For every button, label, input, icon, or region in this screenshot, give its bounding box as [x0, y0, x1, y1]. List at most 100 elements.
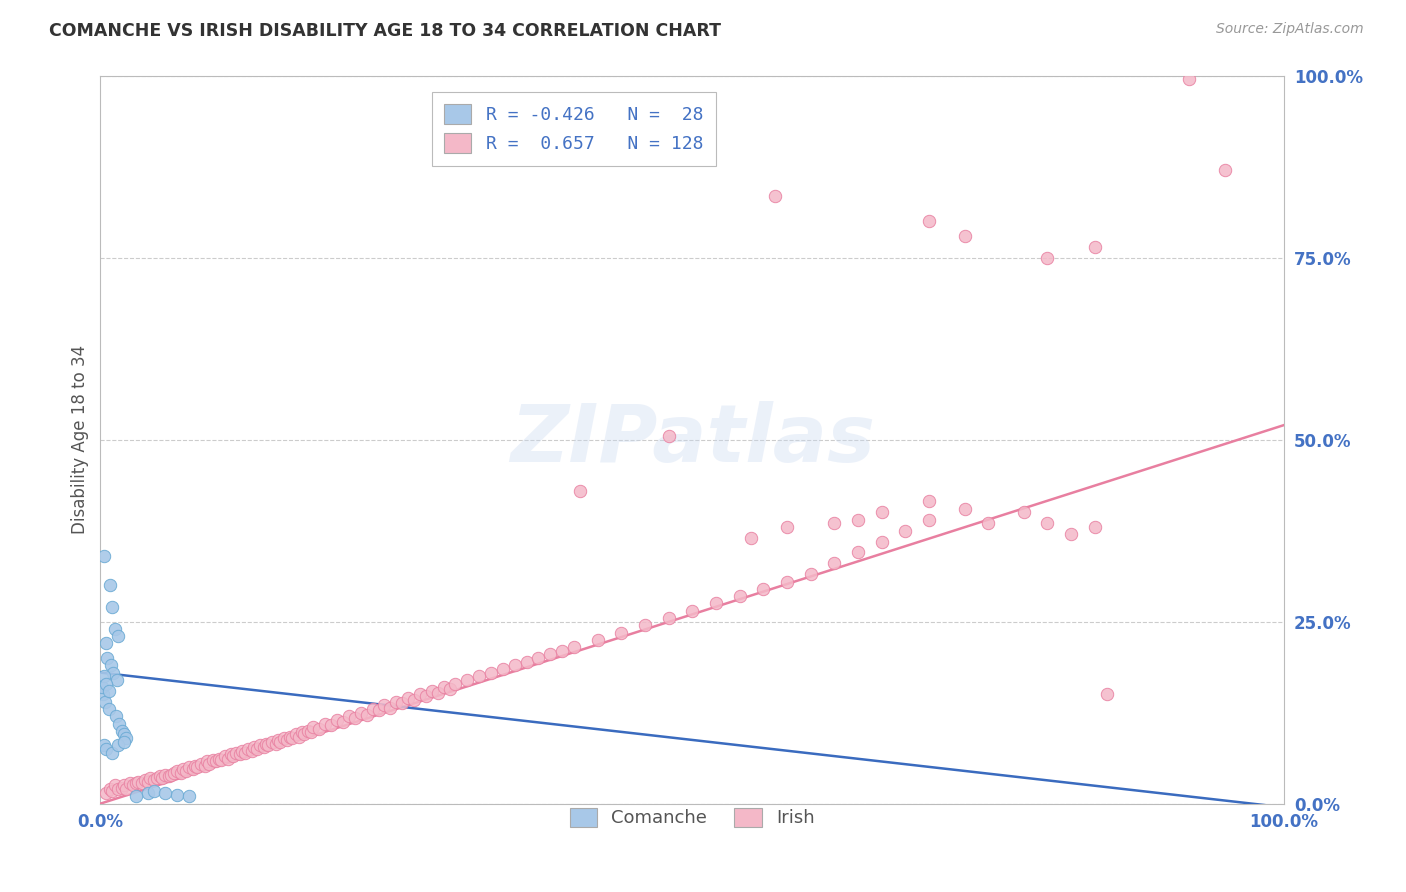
Point: [1036, 251, 1059, 265]
Point: [131, 776, 153, 790]
Point: [96, 651, 118, 665]
Point: [229, 747, 252, 761]
Point: [297, 723, 319, 738]
Point: [681, 604, 703, 618]
Point: [260, 735, 283, 749]
Point: [527, 651, 550, 665]
Point: [107, 782, 129, 797]
Point: [356, 707, 378, 722]
Point: [302, 720, 325, 734]
Point: [195, 755, 218, 769]
Point: [800, 567, 823, 582]
Point: [337, 709, 360, 723]
Point: [111, 723, 134, 738]
Point: [179, 789, 201, 804]
Point: [846, 513, 869, 527]
Point: [209, 753, 232, 767]
Text: COMANCHE VS IRISH DISABILITY AGE 18 TO 34 CORRELATION CHART: COMANCHE VS IRISH DISABILITY AGE 18 TO 3…: [49, 22, 721, 40]
Point: [380, 700, 402, 714]
Point: [127, 774, 149, 789]
Legend: Comanche, Irish: Comanche, Irish: [562, 800, 821, 835]
Point: [105, 673, 128, 687]
Point: [658, 611, 681, 625]
Point: [1084, 520, 1107, 534]
Point: [96, 636, 118, 650]
Point: [918, 494, 941, 508]
Point: [977, 516, 1000, 531]
Point: [314, 716, 336, 731]
Point: [96, 786, 118, 800]
Point: [492, 662, 515, 676]
Point: [172, 762, 194, 776]
Point: [155, 786, 177, 800]
Point: [846, 545, 869, 559]
Point: [385, 695, 408, 709]
Point: [456, 673, 478, 687]
Point: [217, 751, 239, 765]
Point: [538, 648, 561, 662]
Point: [90, 680, 112, 694]
Point: [112, 727, 135, 741]
Point: [222, 749, 245, 764]
Point: [391, 696, 413, 710]
Point: [160, 767, 183, 781]
Point: [415, 689, 437, 703]
Point: [103, 622, 125, 636]
Point: [122, 779, 145, 793]
Point: [103, 665, 125, 680]
Point: [953, 228, 976, 243]
Point: [166, 788, 188, 802]
Point: [118, 776, 141, 790]
Point: [1036, 516, 1059, 531]
Point: [112, 779, 135, 793]
Point: [93, 549, 115, 563]
Point: [181, 762, 204, 776]
Point: [870, 505, 893, 519]
Point: [94, 695, 117, 709]
Point: [402, 693, 425, 707]
Point: [240, 744, 263, 758]
Point: [174, 764, 197, 778]
Point: [166, 764, 188, 778]
Point: [704, 596, 727, 610]
Point: [107, 739, 129, 753]
Point: [503, 658, 526, 673]
Point: [243, 739, 266, 754]
Point: [142, 773, 165, 788]
Point: [97, 683, 120, 698]
Point: [1084, 239, 1107, 253]
Point: [332, 715, 354, 730]
Point: [115, 731, 138, 745]
Point: [254, 737, 277, 751]
Point: [610, 625, 633, 640]
Point: [93, 669, 115, 683]
Point: [658, 429, 681, 443]
Point: [103, 779, 125, 793]
Point: [186, 760, 208, 774]
Point: [776, 574, 799, 589]
Point: [170, 766, 193, 780]
Point: [233, 746, 256, 760]
Point: [146, 771, 169, 785]
Point: [134, 773, 156, 788]
Point: [823, 557, 845, 571]
Point: [219, 747, 242, 761]
Point: [278, 730, 301, 744]
Point: [150, 771, 173, 785]
Point: [100, 658, 122, 673]
Point: [225, 746, 247, 760]
Point: [284, 727, 307, 741]
Point: [728, 589, 751, 603]
Point: [249, 739, 271, 753]
Point: [139, 771, 162, 785]
Point: [1213, 163, 1236, 178]
Point: [101, 746, 124, 760]
Point: [953, 501, 976, 516]
Point: [367, 703, 389, 717]
Point: [439, 681, 461, 696]
Point: [238, 742, 260, 756]
Point: [308, 723, 330, 737]
Point: [292, 727, 315, 741]
Point: [426, 686, 449, 700]
Point: [91, 688, 114, 702]
